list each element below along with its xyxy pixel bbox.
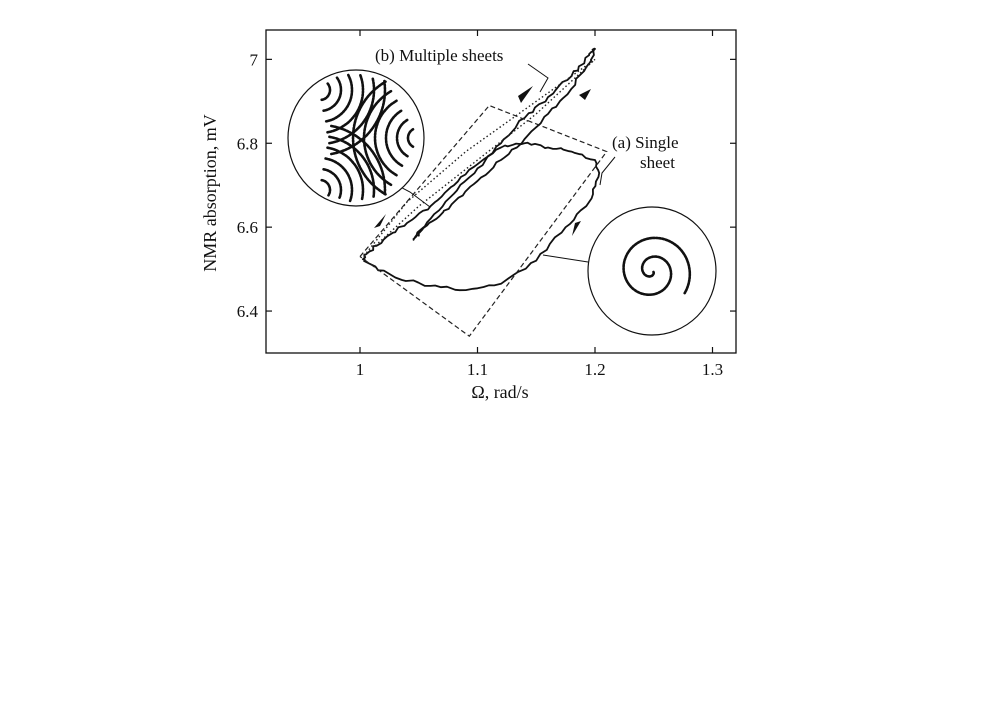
inset-multiple-arc-0 <box>406 128 415 148</box>
inset-multiple-arc-6 <box>320 82 332 102</box>
inset-multiple-arc-13 <box>322 168 343 200</box>
inset-multiple-arc-2 <box>384 109 404 167</box>
arrow-right-up <box>572 221 581 236</box>
leader-right-inset <box>542 254 589 263</box>
annotation-multiple-sheets: (b) Multiple sheets <box>375 46 503 65</box>
inset-multiple-arc-5 <box>351 80 387 196</box>
inset-multiple-arc-15 <box>326 146 365 201</box>
inset-multiple-arc-10 <box>328 77 376 145</box>
annotation-single-line1: (a) Single <box>612 133 679 152</box>
inset-multiple-arc-11 <box>330 79 387 156</box>
series-solid-0 <box>362 141 601 292</box>
inset-single-sheet <box>587 206 717 336</box>
inset-multiple-circle <box>287 69 425 207</box>
inset-multiple-arc-16 <box>328 135 376 199</box>
x-tick-label: 1 <box>356 360 365 379</box>
y-axis-title: NMR absorption, mV <box>200 114 220 272</box>
inset-multiple-arc-12 <box>320 178 332 197</box>
inset-multiple-arc-14 <box>324 157 354 203</box>
arrow-left-down <box>374 214 386 228</box>
inset-single-spiral <box>622 236 692 296</box>
inset-multiple-arc-8 <box>324 73 354 123</box>
arrow-b-down <box>518 86 533 103</box>
plot-area: 1 1.1 1.2 1.3 6.4 6.6 6.8 7 <box>237 29 737 379</box>
inset-multiple-arc-17 <box>330 124 387 196</box>
inset-multiple-arc-7 <box>322 76 343 112</box>
y-tick-label: 7 <box>250 50 259 69</box>
arrow-b-up <box>579 89 591 100</box>
inset-multiple-arc-3 <box>373 99 398 177</box>
leader-single <box>599 156 616 186</box>
inset-multiple-sheets <box>287 69 425 207</box>
series-dashed-2 <box>359 104 608 338</box>
axes-frame <box>265 29 737 354</box>
leader-multiple <box>527 63 549 93</box>
inset-multiple-pattern <box>320 73 415 203</box>
inset-multiple-arc-1 <box>395 118 409 158</box>
x-axis-title: Ω, rad/s <box>471 382 528 402</box>
y-tick-label: 6.4 <box>237 302 259 321</box>
inset-single-circle <box>587 206 717 336</box>
series-solid-1 <box>412 47 596 241</box>
x-tick-label: 1.2 <box>584 360 605 379</box>
series-dotted-3 <box>362 58 596 258</box>
curves <box>359 47 608 338</box>
x-tick-label: 1.3 <box>702 360 723 379</box>
x-tick-label: 1.1 <box>467 360 488 379</box>
ticks: 1 1.1 1.2 1.3 6.4 6.6 6.8 7 <box>237 30 736 379</box>
y-tick-label: 6.8 <box>237 134 258 153</box>
y-tick-label: 6.6 <box>237 218 258 237</box>
annotation-single-line2: sheet <box>640 153 675 172</box>
